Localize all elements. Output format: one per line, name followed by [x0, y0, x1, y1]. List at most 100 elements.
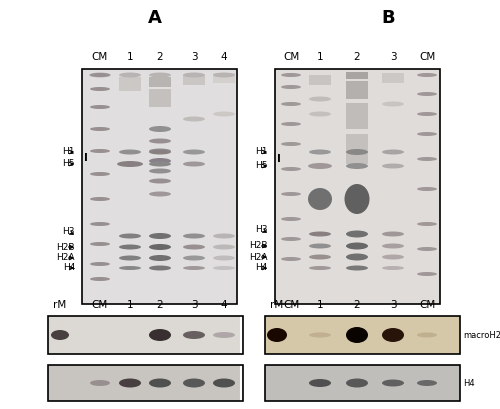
Ellipse shape — [382, 380, 404, 387]
Ellipse shape — [149, 148, 171, 153]
Text: 2: 2 — [354, 52, 360, 62]
Ellipse shape — [51, 330, 69, 340]
Text: 2: 2 — [354, 300, 360, 310]
Bar — [275, 69, 440, 304]
Ellipse shape — [213, 112, 235, 117]
Ellipse shape — [149, 126, 171, 132]
Ellipse shape — [90, 380, 110, 386]
Ellipse shape — [183, 162, 205, 166]
Ellipse shape — [382, 101, 404, 106]
Ellipse shape — [281, 122, 301, 126]
Ellipse shape — [309, 97, 331, 101]
Ellipse shape — [119, 378, 141, 387]
Ellipse shape — [183, 256, 205, 261]
Bar — [48, 365, 243, 401]
Ellipse shape — [346, 378, 368, 387]
Ellipse shape — [309, 254, 331, 259]
Bar — [149, 89, 171, 107]
Ellipse shape — [382, 150, 404, 155]
Bar — [183, 75, 205, 85]
Bar — [265, 316, 460, 354]
Ellipse shape — [213, 378, 235, 387]
Bar — [82, 69, 237, 304]
Ellipse shape — [308, 188, 332, 210]
Bar — [48, 316, 243, 354]
Ellipse shape — [90, 197, 110, 201]
Text: H5: H5 — [256, 162, 268, 171]
Ellipse shape — [309, 150, 331, 155]
Ellipse shape — [309, 333, 331, 337]
Ellipse shape — [346, 149, 368, 155]
Ellipse shape — [382, 164, 404, 169]
Text: 4: 4 — [220, 300, 228, 310]
Text: H1: H1 — [256, 148, 268, 157]
Ellipse shape — [149, 191, 171, 196]
Ellipse shape — [346, 254, 368, 261]
Ellipse shape — [281, 85, 301, 89]
Text: rM: rM — [270, 300, 283, 310]
Ellipse shape — [183, 72, 205, 77]
Ellipse shape — [119, 245, 141, 249]
Bar — [346, 81, 368, 99]
Text: 2: 2 — [156, 300, 164, 310]
Ellipse shape — [346, 231, 368, 238]
Ellipse shape — [149, 139, 171, 144]
Ellipse shape — [417, 333, 437, 337]
Ellipse shape — [119, 234, 141, 238]
Bar — [265, 365, 460, 401]
Ellipse shape — [281, 257, 301, 261]
Text: CM: CM — [283, 52, 299, 62]
Ellipse shape — [213, 234, 235, 238]
Ellipse shape — [183, 378, 205, 387]
Bar — [149, 77, 171, 87]
Ellipse shape — [417, 92, 437, 96]
Ellipse shape — [382, 243, 404, 249]
Ellipse shape — [149, 169, 171, 173]
Text: H4: H4 — [463, 378, 474, 387]
Ellipse shape — [344, 184, 370, 214]
Ellipse shape — [183, 150, 205, 155]
Ellipse shape — [346, 327, 368, 343]
Text: 3: 3 — [390, 300, 396, 310]
Bar — [48, 316, 243, 354]
Ellipse shape — [119, 150, 141, 155]
Text: H2A: H2A — [250, 252, 268, 261]
Text: I: I — [277, 154, 281, 164]
Bar — [346, 134, 368, 164]
Bar — [382, 73, 404, 83]
Ellipse shape — [346, 265, 368, 270]
Ellipse shape — [382, 266, 404, 270]
Ellipse shape — [281, 237, 301, 241]
Ellipse shape — [183, 117, 205, 121]
Ellipse shape — [90, 149, 110, 153]
Bar — [213, 73, 235, 83]
Ellipse shape — [90, 127, 110, 131]
Bar — [309, 75, 331, 85]
Ellipse shape — [183, 245, 205, 249]
Ellipse shape — [281, 217, 301, 221]
Ellipse shape — [417, 247, 437, 251]
Text: 1: 1 — [126, 300, 134, 310]
Ellipse shape — [417, 132, 437, 136]
Text: H2A: H2A — [56, 254, 75, 263]
Ellipse shape — [281, 142, 301, 146]
Ellipse shape — [213, 72, 235, 77]
Ellipse shape — [90, 87, 110, 91]
Ellipse shape — [281, 167, 301, 171]
Text: 1: 1 — [126, 52, 134, 62]
Text: H3: H3 — [256, 225, 268, 234]
Text: H2B: H2B — [56, 243, 75, 252]
Text: CM: CM — [419, 52, 435, 62]
Ellipse shape — [309, 379, 331, 387]
Ellipse shape — [309, 112, 331, 117]
Bar — [265, 365, 460, 401]
Ellipse shape — [417, 157, 437, 161]
Ellipse shape — [267, 328, 287, 342]
Ellipse shape — [149, 158, 171, 164]
Ellipse shape — [183, 234, 205, 238]
Text: H5: H5 — [62, 160, 75, 169]
Ellipse shape — [90, 262, 110, 266]
Ellipse shape — [346, 163, 368, 169]
Ellipse shape — [213, 256, 235, 261]
Ellipse shape — [213, 245, 235, 249]
